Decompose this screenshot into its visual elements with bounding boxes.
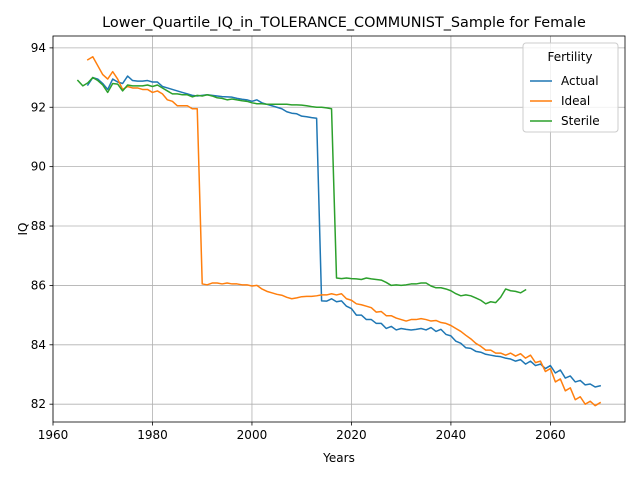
y-tick-label: 82 bbox=[31, 397, 46, 411]
legend-label-sterile: Sterile bbox=[561, 114, 600, 128]
series-line-sterile bbox=[76, 76, 527, 305]
chart-title: Lower_Quartile_IQ_in_TOLERANCE_COMMUNIST… bbox=[102, 15, 586, 31]
y-tick-label: 94 bbox=[31, 41, 46, 55]
y-axis-label: IQ bbox=[16, 223, 30, 236]
legend-title: Fertility bbox=[547, 50, 592, 64]
x-axis-label: Years bbox=[322, 451, 355, 465]
y-axis: 82 84 86 88 90 92 94 bbox=[31, 41, 53, 411]
x-tick-label: 2060 bbox=[535, 428, 566, 442]
x-tick-label: 2000 bbox=[237, 428, 268, 442]
y-tick-label: 84 bbox=[31, 338, 46, 352]
x-axis: 1960 1980 2000 2020 2040 2060 bbox=[38, 422, 566, 442]
series-line-actual bbox=[86, 75, 602, 388]
series-layer bbox=[76, 56, 602, 407]
x-tick-label: 1980 bbox=[137, 428, 168, 442]
legend: Fertility Actual Ideal Sterile bbox=[522, 42, 619, 133]
y-tick-label: 90 bbox=[31, 160, 46, 174]
x-tick-label: 2040 bbox=[436, 428, 467, 442]
legend-label-ideal: Ideal bbox=[561, 94, 590, 108]
series-line-ideal bbox=[86, 56, 602, 407]
y-tick-label: 88 bbox=[31, 219, 46, 233]
y-tick-label: 92 bbox=[31, 100, 46, 114]
legend-label-actual: Actual bbox=[561, 74, 599, 88]
legend-box bbox=[522, 42, 619, 133]
plot-frame bbox=[52, 35, 626, 423]
x-tick-label: 2020 bbox=[336, 428, 367, 442]
x-tick-label: 1960 bbox=[38, 428, 69, 442]
y-tick-label: 86 bbox=[31, 278, 46, 292]
